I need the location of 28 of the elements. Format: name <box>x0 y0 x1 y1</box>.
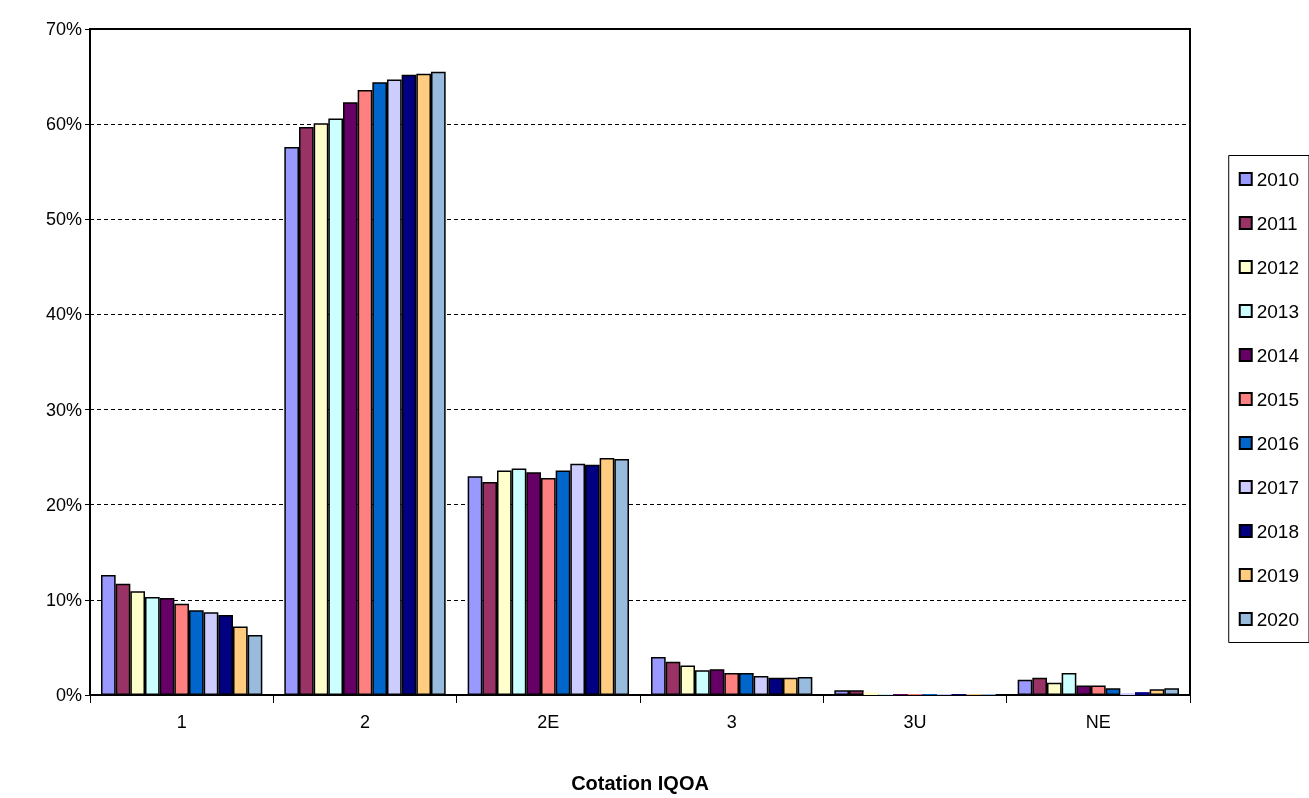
y-tick-label: 30% <box>45 399 82 420</box>
legend-label: 2013 <box>1256 300 1300 322</box>
legend-label: 2018 <box>1256 520 1300 542</box>
y-tick-label: 50% <box>45 209 82 230</box>
y-tick-label: 70% <box>45 19 82 39</box>
bar <box>1135 692 1150 695</box>
x-tick-label: 3 <box>726 712 737 732</box>
legend-label: 2014 <box>1256 344 1300 366</box>
y-tick-label: 0% <box>55 685 82 705</box>
legend-label: 2011 <box>1256 212 1298 234</box>
legend-label: 2020 <box>1256 608 1300 630</box>
legend-label: 2015 <box>1256 388 1300 410</box>
y-tick-label: 10% <box>45 589 82 610</box>
y-tick-label: 20% <box>45 494 82 515</box>
x-axis-title: Cotation IQOA <box>571 772 709 794</box>
legend-label: 2010 <box>1256 168 1300 190</box>
x-tick-label: 1 <box>176 712 187 732</box>
x-tick-label: 2E <box>537 712 560 732</box>
legend-label: 2017 <box>1256 476 1300 498</box>
y-tick-label: 40% <box>45 304 82 325</box>
bar <box>863 692 879 695</box>
x-tick-label: 2 <box>359 712 371 732</box>
legend-label: 2012 <box>1256 256 1300 278</box>
legend-label: 2019 <box>1256 564 1300 586</box>
legend-label: 2016 <box>1256 432 1300 454</box>
x-tick-label: 3U <box>903 712 927 732</box>
y-tick-label: 60% <box>45 114 82 135</box>
x-tick-label: NE <box>1085 712 1111 732</box>
